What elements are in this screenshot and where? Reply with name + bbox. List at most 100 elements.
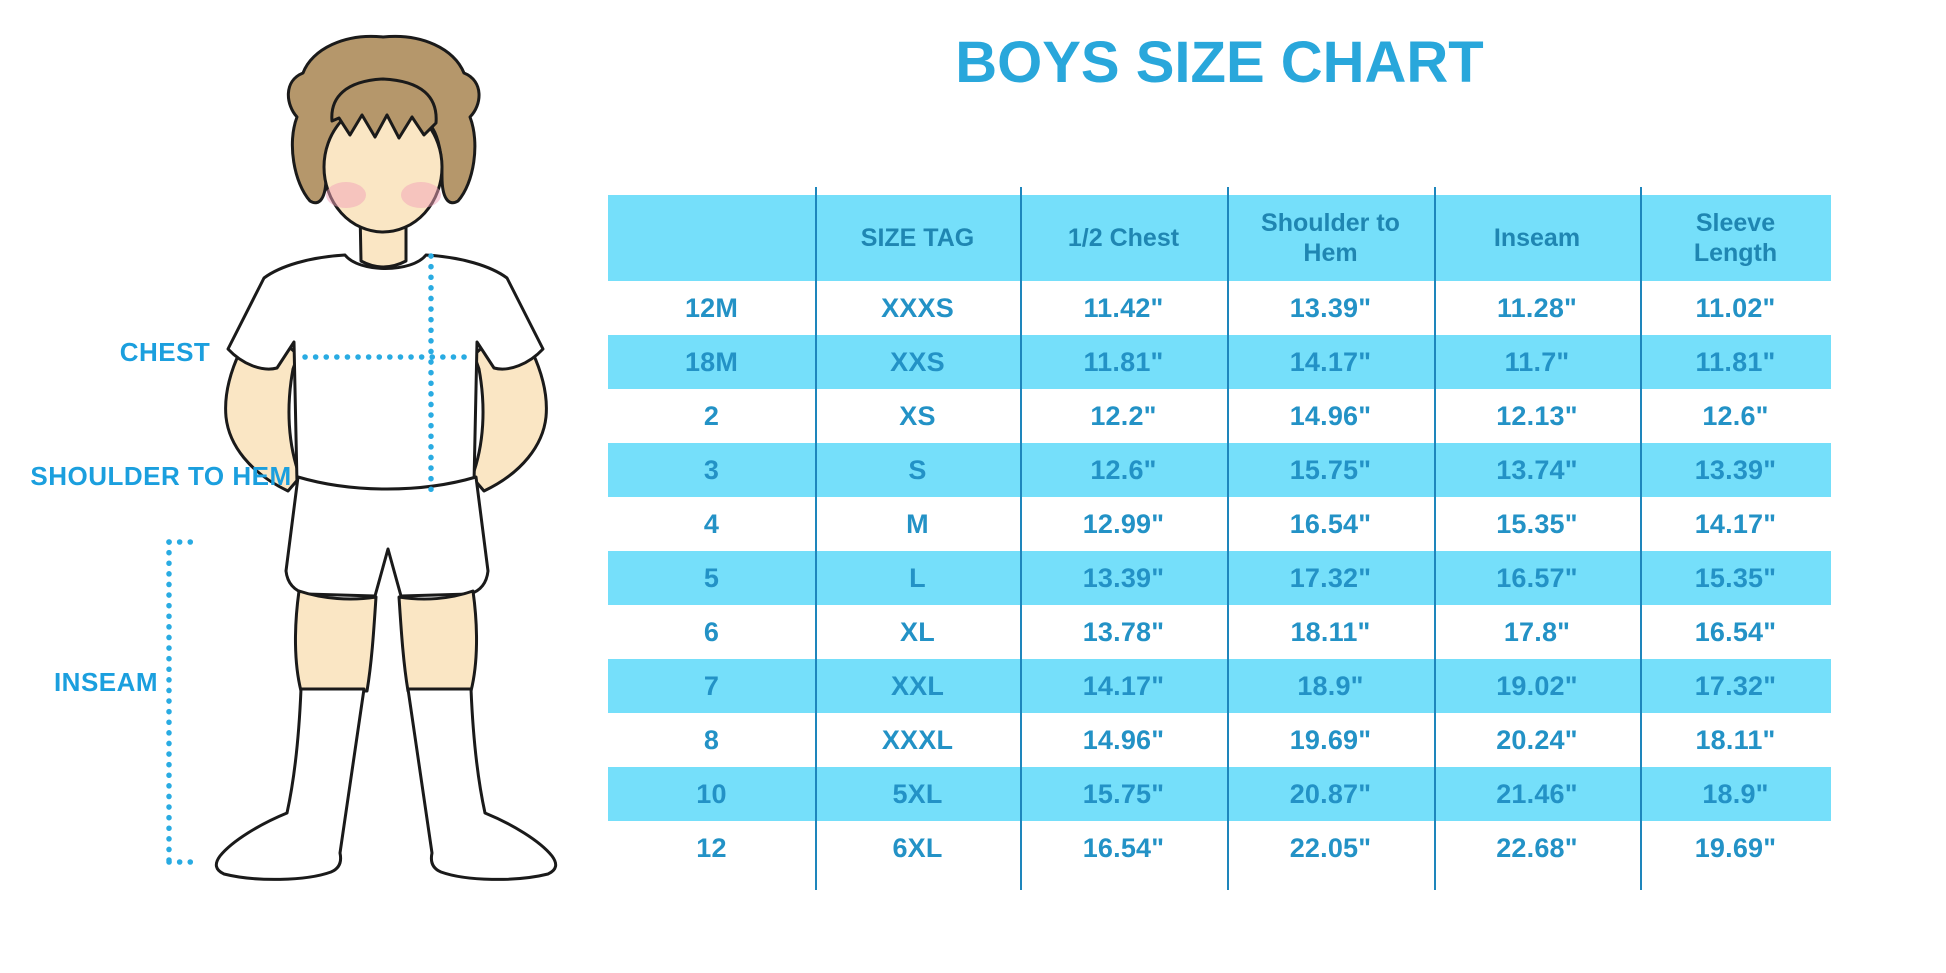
value-cell: 11.28" — [1496, 292, 1578, 323]
left-leg — [293, 589, 378, 693]
chest-label: CHEST — [119, 337, 211, 367]
value-cell: 15.35" — [1694, 562, 1777, 593]
size-cell: 2 — [703, 400, 720, 431]
table-row: 8 XXXL 14.96" 19.69" 20.24" 18.11" — [608, 713, 1831, 767]
blush-left — [326, 182, 366, 208]
table-row: 7 XXL 14.17" 18.9" 19.02" 17.32" — [608, 659, 1831, 713]
value-cell: 16.54" — [1694, 616, 1777, 647]
value-cell: 20.87" — [1289, 778, 1372, 809]
value-cell: 11.42" — [1083, 292, 1164, 323]
value-cell: 19.02" — [1496, 670, 1578, 701]
size-cell: 6 — [703, 616, 720, 647]
boy-illustration — [166, 34, 558, 881]
value-cell: XXXL — [881, 724, 954, 755]
column-divider-line — [1227, 187, 1229, 890]
table-row: 18M XXS 11.81" 14.17" 11.7" 11.81" — [608, 335, 1831, 389]
size-cell: 18M — [684, 346, 739, 377]
size-cell: 10 — [696, 778, 727, 809]
column-header — [608, 195, 815, 281]
value-cell: XXL — [890, 670, 945, 701]
value-cell: S — [908, 454, 927, 485]
value-cell: 11.81" — [1695, 346, 1776, 377]
table-row: 4 M 12.99" 16.54" 15.35" 14.17" — [608, 497, 1831, 551]
size-cell: 12M — [684, 292, 739, 323]
value-cell: 22.68" — [1496, 832, 1578, 863]
value-cell: M — [906, 508, 929, 539]
value-cell: 14.96" — [1082, 724, 1165, 755]
value-cell: 5XL — [892, 778, 943, 809]
value-cell: 18.9" — [1702, 778, 1769, 809]
value-cell: 19.69" — [1694, 832, 1777, 863]
value-cell: 18.11" — [1695, 724, 1776, 755]
value-cell: 12.99" — [1082, 508, 1165, 539]
hair-bangs — [330, 77, 438, 140]
value-cell: 12.2" — [1090, 400, 1157, 431]
value-cell: 15.75" — [1289, 454, 1372, 485]
value-cell: 13.74" — [1496, 454, 1578, 485]
table-row: 12M XXXS 11.42" 13.39" 11.28" 11.02" — [608, 281, 1831, 335]
value-cell: 14.17" — [1082, 670, 1165, 701]
value-cell: 14.17" — [1289, 346, 1372, 377]
value-cell: XXS — [890, 346, 945, 377]
value-cell: 13.39" — [1694, 454, 1777, 485]
column-header: Shoulder to Hem — [1261, 209, 1400, 267]
value-cell: 12.6" — [1090, 454, 1157, 485]
column-header: Sleeve Length — [1693, 209, 1778, 267]
value-cell: 11.02" — [1695, 292, 1776, 323]
size-table-header-row: SIZE TAG 1/2 Chest Shoulder to Hem Inseam Sl… — [608, 195, 1831, 281]
value-cell: 20.24" — [1496, 724, 1578, 755]
value-cell: 19.69" — [1289, 724, 1372, 755]
left-sock — [214, 687, 366, 881]
size-table: SIZE TAG 1/2 Chest Shoulder to Hem Inseam Sl… — [608, 187, 1831, 890]
column-divider-line — [1434, 187, 1436, 890]
size-cell: 8 — [703, 724, 720, 755]
shoulder-to-hem-label: SHOULDER TO HEM — [30, 461, 292, 491]
value-cell: 18.11" — [1290, 616, 1371, 647]
table-row: 3 S 12.6" 15.75" 13.74" 13.39" — [608, 443, 1831, 497]
value-cell: L — [909, 562, 926, 593]
blush-right — [401, 182, 441, 208]
value-cell: 12.13" — [1496, 400, 1578, 431]
page-title: BOYS SIZE CHART — [955, 30, 1484, 95]
table-row: 6 XL 13.78" 18.11" 17.8" 16.54" — [608, 605, 1831, 659]
size-cell: 4 — [703, 508, 720, 539]
column-header: SIZE TAG — [860, 224, 975, 252]
value-cell: 16.57" — [1496, 562, 1578, 593]
value-cell: 18.9" — [1297, 670, 1364, 701]
value-cell: 13.39" — [1082, 562, 1165, 593]
value-cell: 16.54" — [1289, 508, 1372, 539]
size-cell: 7 — [703, 670, 720, 701]
size-cell: 3 — [703, 454, 720, 485]
table-row: 10 5XL 15.75" 20.87" 21.46" 18.9" — [608, 767, 1831, 821]
value-cell: 21.46" — [1496, 778, 1578, 809]
value-cell: XXXS — [881, 292, 954, 323]
table-row: 2 XS 12.2" 14.96" 12.13" 12.6" — [608, 389, 1831, 443]
value-cell: 13.39" — [1289, 292, 1372, 323]
value-cell: 13.78" — [1082, 616, 1165, 647]
shorts — [284, 475, 490, 598]
value-cell: 14.17" — [1694, 508, 1777, 539]
value-cell: 15.75" — [1082, 778, 1165, 809]
column-divider-line — [815, 187, 817, 890]
right-leg — [397, 589, 479, 693]
column-divider-line — [1020, 187, 1022, 890]
value-cell: 15.35" — [1496, 508, 1578, 539]
column-divider-line — [1640, 187, 1642, 890]
value-cell: 17.8" — [1503, 616, 1571, 647]
value-cell: 22.05" — [1289, 832, 1372, 863]
value-cell: 17.32" — [1289, 562, 1372, 593]
column-header: Inseam — [1493, 224, 1581, 252]
value-cell: 16.54" — [1082, 832, 1165, 863]
value-cell: 17.32" — [1694, 670, 1777, 701]
value-cell: 6XL — [892, 832, 943, 863]
inseam-label: INSEAM — [53, 667, 159, 697]
value-cell: 11.7" — [1504, 346, 1570, 377]
table-row: 5 L 13.39" 17.32" 16.57" 15.35" — [608, 551, 1831, 605]
value-cell: 11.81" — [1083, 346, 1164, 377]
right-sock — [406, 687, 558, 881]
size-cell: 12 — [696, 832, 727, 863]
table-row: 12 6XL 16.54" 22.05" 22.68" 19.69" — [608, 821, 1831, 875]
column-header: 1/2 Chest — [1067, 224, 1180, 252]
value-cell: XL — [900, 616, 935, 647]
size-table-body: 12M XXXS 11.42" 13.39" 11.28" 11.02" 18M XXS 11.… — [608, 281, 1831, 875]
